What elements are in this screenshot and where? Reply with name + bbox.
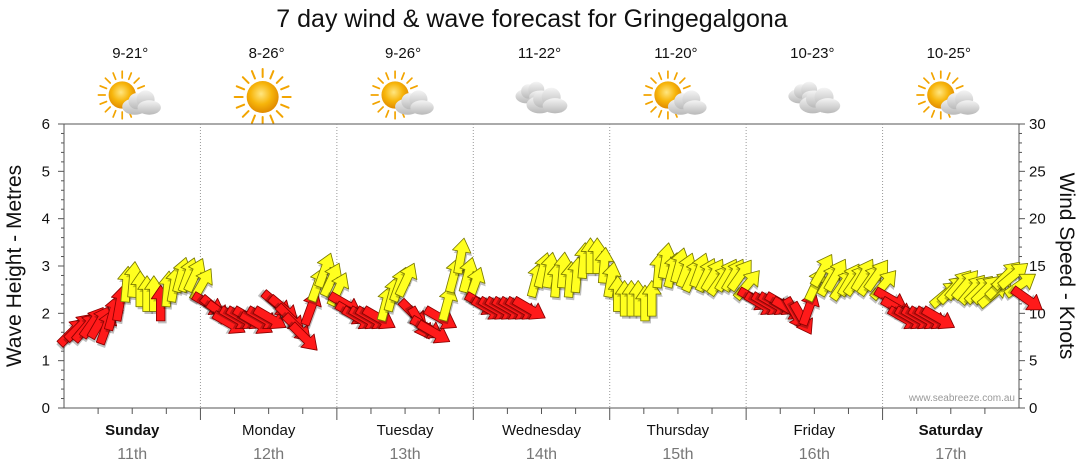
wind-arrow-body: [394, 262, 418, 298]
left-axis-label: 1: [42, 353, 50, 370]
wind-arrow-body: [1010, 285, 1043, 311]
day-name-label: Thursday: [647, 422, 710, 439]
cloudy-icon: [788, 81, 841, 114]
right-axis-label: 20: [1029, 211, 1046, 228]
cloudy-icon: [515, 81, 568, 114]
wind-arrow: [594, 246, 616, 286]
day-date-label: 15th: [662, 446, 693, 463]
right-axis-label: 25: [1029, 163, 1046, 180]
right-axis-label: 15: [1029, 258, 1046, 275]
wind-arrow: [1007, 285, 1043, 311]
wind-arrow: [642, 280, 663, 319]
temperature-label: 9-26°: [385, 45, 421, 62]
credit-text: www.seabreeze.com.au: [908, 393, 1015, 404]
right-axis-label: 5: [1029, 353, 1037, 370]
left-axis-label: 6: [42, 116, 50, 133]
partly-cloudy-icon: [916, 70, 980, 120]
wind-arrow-body: [288, 321, 318, 351]
left-axis-label: 4: [42, 211, 50, 228]
partly-cloudy-icon: [97, 70, 161, 120]
day-name-label: Sunday: [105, 422, 160, 439]
day-name-label: Tuesday: [377, 422, 434, 439]
wind-arrow: [452, 237, 473, 277]
left-axis-label: 3: [42, 258, 50, 275]
wind-arrow-body: [602, 261, 622, 299]
temperature-label: 9-21°: [112, 45, 148, 62]
temperature-label: 10-25°: [927, 45, 971, 62]
day-name-label: Friday: [794, 422, 836, 439]
temperature-label: 11-22°: [518, 45, 561, 62]
temperature-label: 10-23°: [790, 45, 834, 62]
left-axis-title: Wave Height - Metres: [3, 165, 26, 367]
day-name-label: Wednesday: [502, 422, 581, 439]
left-axis-label: 0: [42, 400, 50, 417]
day-date-label: 13th: [390, 446, 421, 463]
day-date-label: 11th: [117, 446, 147, 463]
temperature-label: 11-20°: [654, 45, 697, 62]
day-date-label: 17th: [935, 446, 966, 463]
partly-cloudy-icon: [370, 70, 434, 120]
right-axis-label: 0: [1029, 400, 1037, 417]
wind-arrow: [285, 321, 318, 351]
wind-arrow: [319, 262, 343, 301]
wind-arrow-body: [642, 280, 662, 317]
wind-arrow: [798, 290, 820, 330]
day-date-label: 12th: [253, 446, 284, 463]
wind-arrow-body: [921, 305, 955, 330]
day-name-label: Saturday: [919, 422, 984, 439]
wind-arrow: [438, 285, 459, 325]
day-date-label: 14th: [526, 446, 557, 463]
day-date-label: 16th: [799, 446, 830, 463]
day-name-label: Monday: [242, 422, 296, 439]
left-axis-label: 2: [42, 305, 50, 322]
temperature-label: 8-26°: [249, 45, 285, 62]
wind-arrow-body: [452, 237, 472, 275]
sun-glyph: [233, 68, 292, 126]
partly-cloudy-icon: [643, 70, 707, 120]
wind-arrow: [394, 262, 418, 301]
right-axis-title: Wind Speed - Knots: [1055, 173, 1078, 360]
chart-title: 7 day wind & wave forecast for Gringegal…: [276, 5, 787, 33]
wind-arrow: [509, 295, 546, 320]
wind-arrow: [918, 305, 955, 330]
sunny-icon: [233, 68, 292, 126]
wind-arrow-body: [438, 285, 458, 322]
left-axis-label: 5: [42, 163, 50, 180]
wind-arrow-body: [798, 290, 820, 327]
right-axis-label: 30: [1029, 116, 1046, 133]
wind-arrow: [314, 252, 336, 292]
wind-arrow-body: [594, 246, 615, 284]
wind-arrow-body: [511, 295, 546, 320]
